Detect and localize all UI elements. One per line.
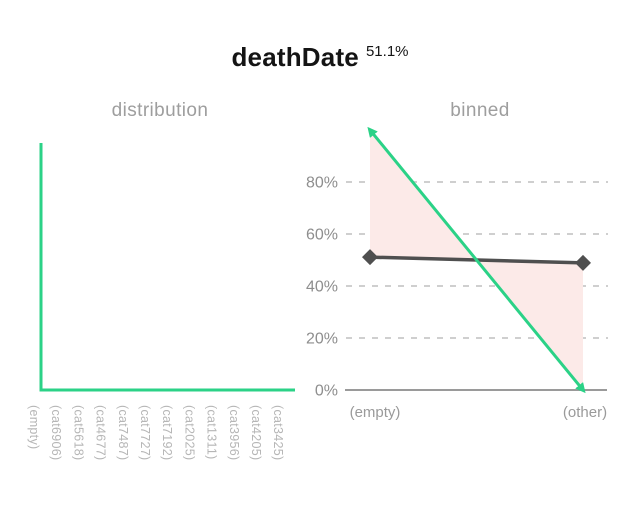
distribution-category-label: (cat7727) xyxy=(138,405,152,461)
distribution-category-label: (cat5618) xyxy=(71,405,86,461)
binned-chart: 80% 60% 40% 20% 0% (empty) (other) xyxy=(306,126,608,421)
binned-panel-title: binned xyxy=(450,100,510,121)
distribution-category-label: (cat2025) xyxy=(182,405,197,461)
y-axis-tick-label: 20% xyxy=(306,331,338,348)
distribution-panel-title: distribution xyxy=(111,100,209,121)
distribution-line xyxy=(39,143,295,392)
binned-x-axis-label: (empty) xyxy=(350,404,401,421)
feature-header: deathDate 51.1% xyxy=(0,42,640,73)
distribution-x-axis-labels: (empty) (cat6906) (cat5618) (cat4677) (cat74… xyxy=(20,405,310,527)
distribution-chart xyxy=(39,143,295,392)
distribution-category-label: (cat7192) xyxy=(160,405,175,461)
distribution-category-label: (cat1311) xyxy=(204,405,219,460)
y-axis-tick-label: 80% xyxy=(306,175,338,192)
y-axis-tick-label: 40% xyxy=(306,279,338,296)
feature-missing-percent: 51.1% xyxy=(365,43,409,60)
binned-x-axis-label: (other) xyxy=(563,404,607,421)
distribution-category-label: (cat3956) xyxy=(226,405,241,461)
distribution-category-label: (cat3425) xyxy=(271,405,286,461)
y-axis-tick-label: 60% xyxy=(306,227,338,244)
y-axis-tick-label: 0% xyxy=(315,383,338,400)
distribution-category-label: (cat4677) xyxy=(93,405,108,461)
distribution-category-label: (empty) xyxy=(27,405,41,450)
distribution-category-label: (cat6906) xyxy=(49,405,64,461)
distribution-category-label: (cat7487) xyxy=(115,405,130,461)
feature-name: deathDate xyxy=(231,42,359,72)
distribution-category-label: (cat4205) xyxy=(249,405,263,461)
binned-distribution-line xyxy=(367,126,586,394)
